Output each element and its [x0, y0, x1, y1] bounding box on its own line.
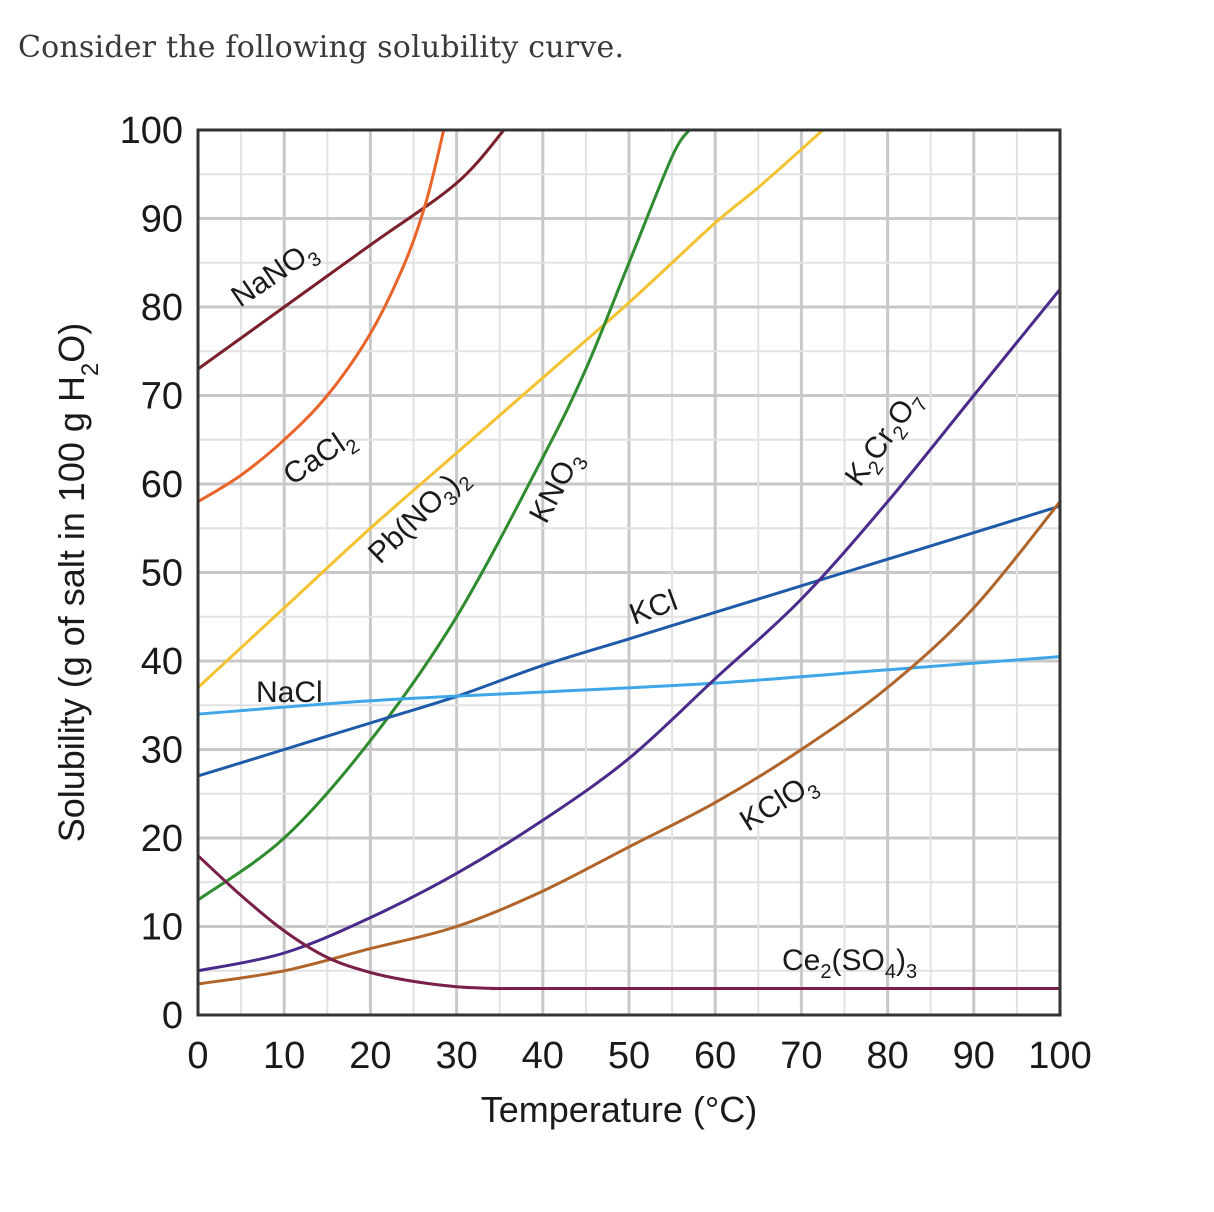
y-tick-label: 0 [162, 995, 183, 1037]
x-tick-labels: 0 10 20 30 40 50 60 70 80 90 100 [187, 1035, 1091, 1077]
x-tick-label: 70 [780, 1035, 822, 1077]
x-tick-label: 90 [953, 1035, 995, 1077]
y-axis-label: Solubility (g of salt in 100 g H2O) [51, 323, 104, 843]
x-tick-label: 100 [1028, 1035, 1091, 1077]
y-tick-label: 60 [141, 464, 183, 506]
y-tick-label: 70 [141, 376, 183, 418]
series-label-2: Pb(NO3)2 [362, 460, 478, 574]
x-tick-label: 0 [187, 1035, 208, 1077]
series-label-8: Ce2(SO4)3 [782, 944, 917, 983]
y-tick-label: 50 [141, 553, 183, 595]
series-lines [198, 130, 1060, 991]
series-line-6 [198, 287, 1060, 973]
question-text: Consider the following solubility curve. [18, 30, 625, 65]
y-tick-label: 20 [141, 818, 183, 860]
x-tick-label: 20 [349, 1035, 391, 1077]
x-tick-label: 30 [435, 1035, 477, 1077]
y-tick-label: 100 [120, 110, 183, 152]
series-line-3 [198, 130, 691, 902]
series-label-3: KNO3 [523, 446, 593, 532]
series-line-1 [198, 130, 446, 504]
series-line-8 [198, 854, 1060, 991]
y-tick-label: 30 [141, 730, 183, 772]
x-tick-label: 50 [608, 1035, 650, 1077]
y-tick-label: 80 [141, 287, 183, 329]
series-label-5: NaCl [256, 676, 323, 709]
y-tick-label: 10 [141, 907, 183, 949]
series-line-2 [198, 130, 825, 689]
x-axis-label: Temperature (°C) [481, 1089, 757, 1130]
x-tick-label: 80 [866, 1035, 908, 1077]
series-label-7: KClO3 [734, 766, 825, 843]
series-line-4 [198, 504, 1060, 778]
x-tick-label: 10 [263, 1035, 305, 1077]
y-tick-label: 40 [141, 641, 183, 683]
x-tick-label: 60 [694, 1035, 736, 1077]
series-line-7 [198, 500, 1060, 986]
y-tick-labels: 0 10 20 30 40 50 60 70 80 90 100 [120, 110, 183, 1037]
x-tick-label: 40 [522, 1035, 564, 1077]
y-tick-label: 90 [141, 199, 183, 241]
series-line-0 [198, 130, 506, 371]
plot-frame [196, 128, 1062, 1017]
